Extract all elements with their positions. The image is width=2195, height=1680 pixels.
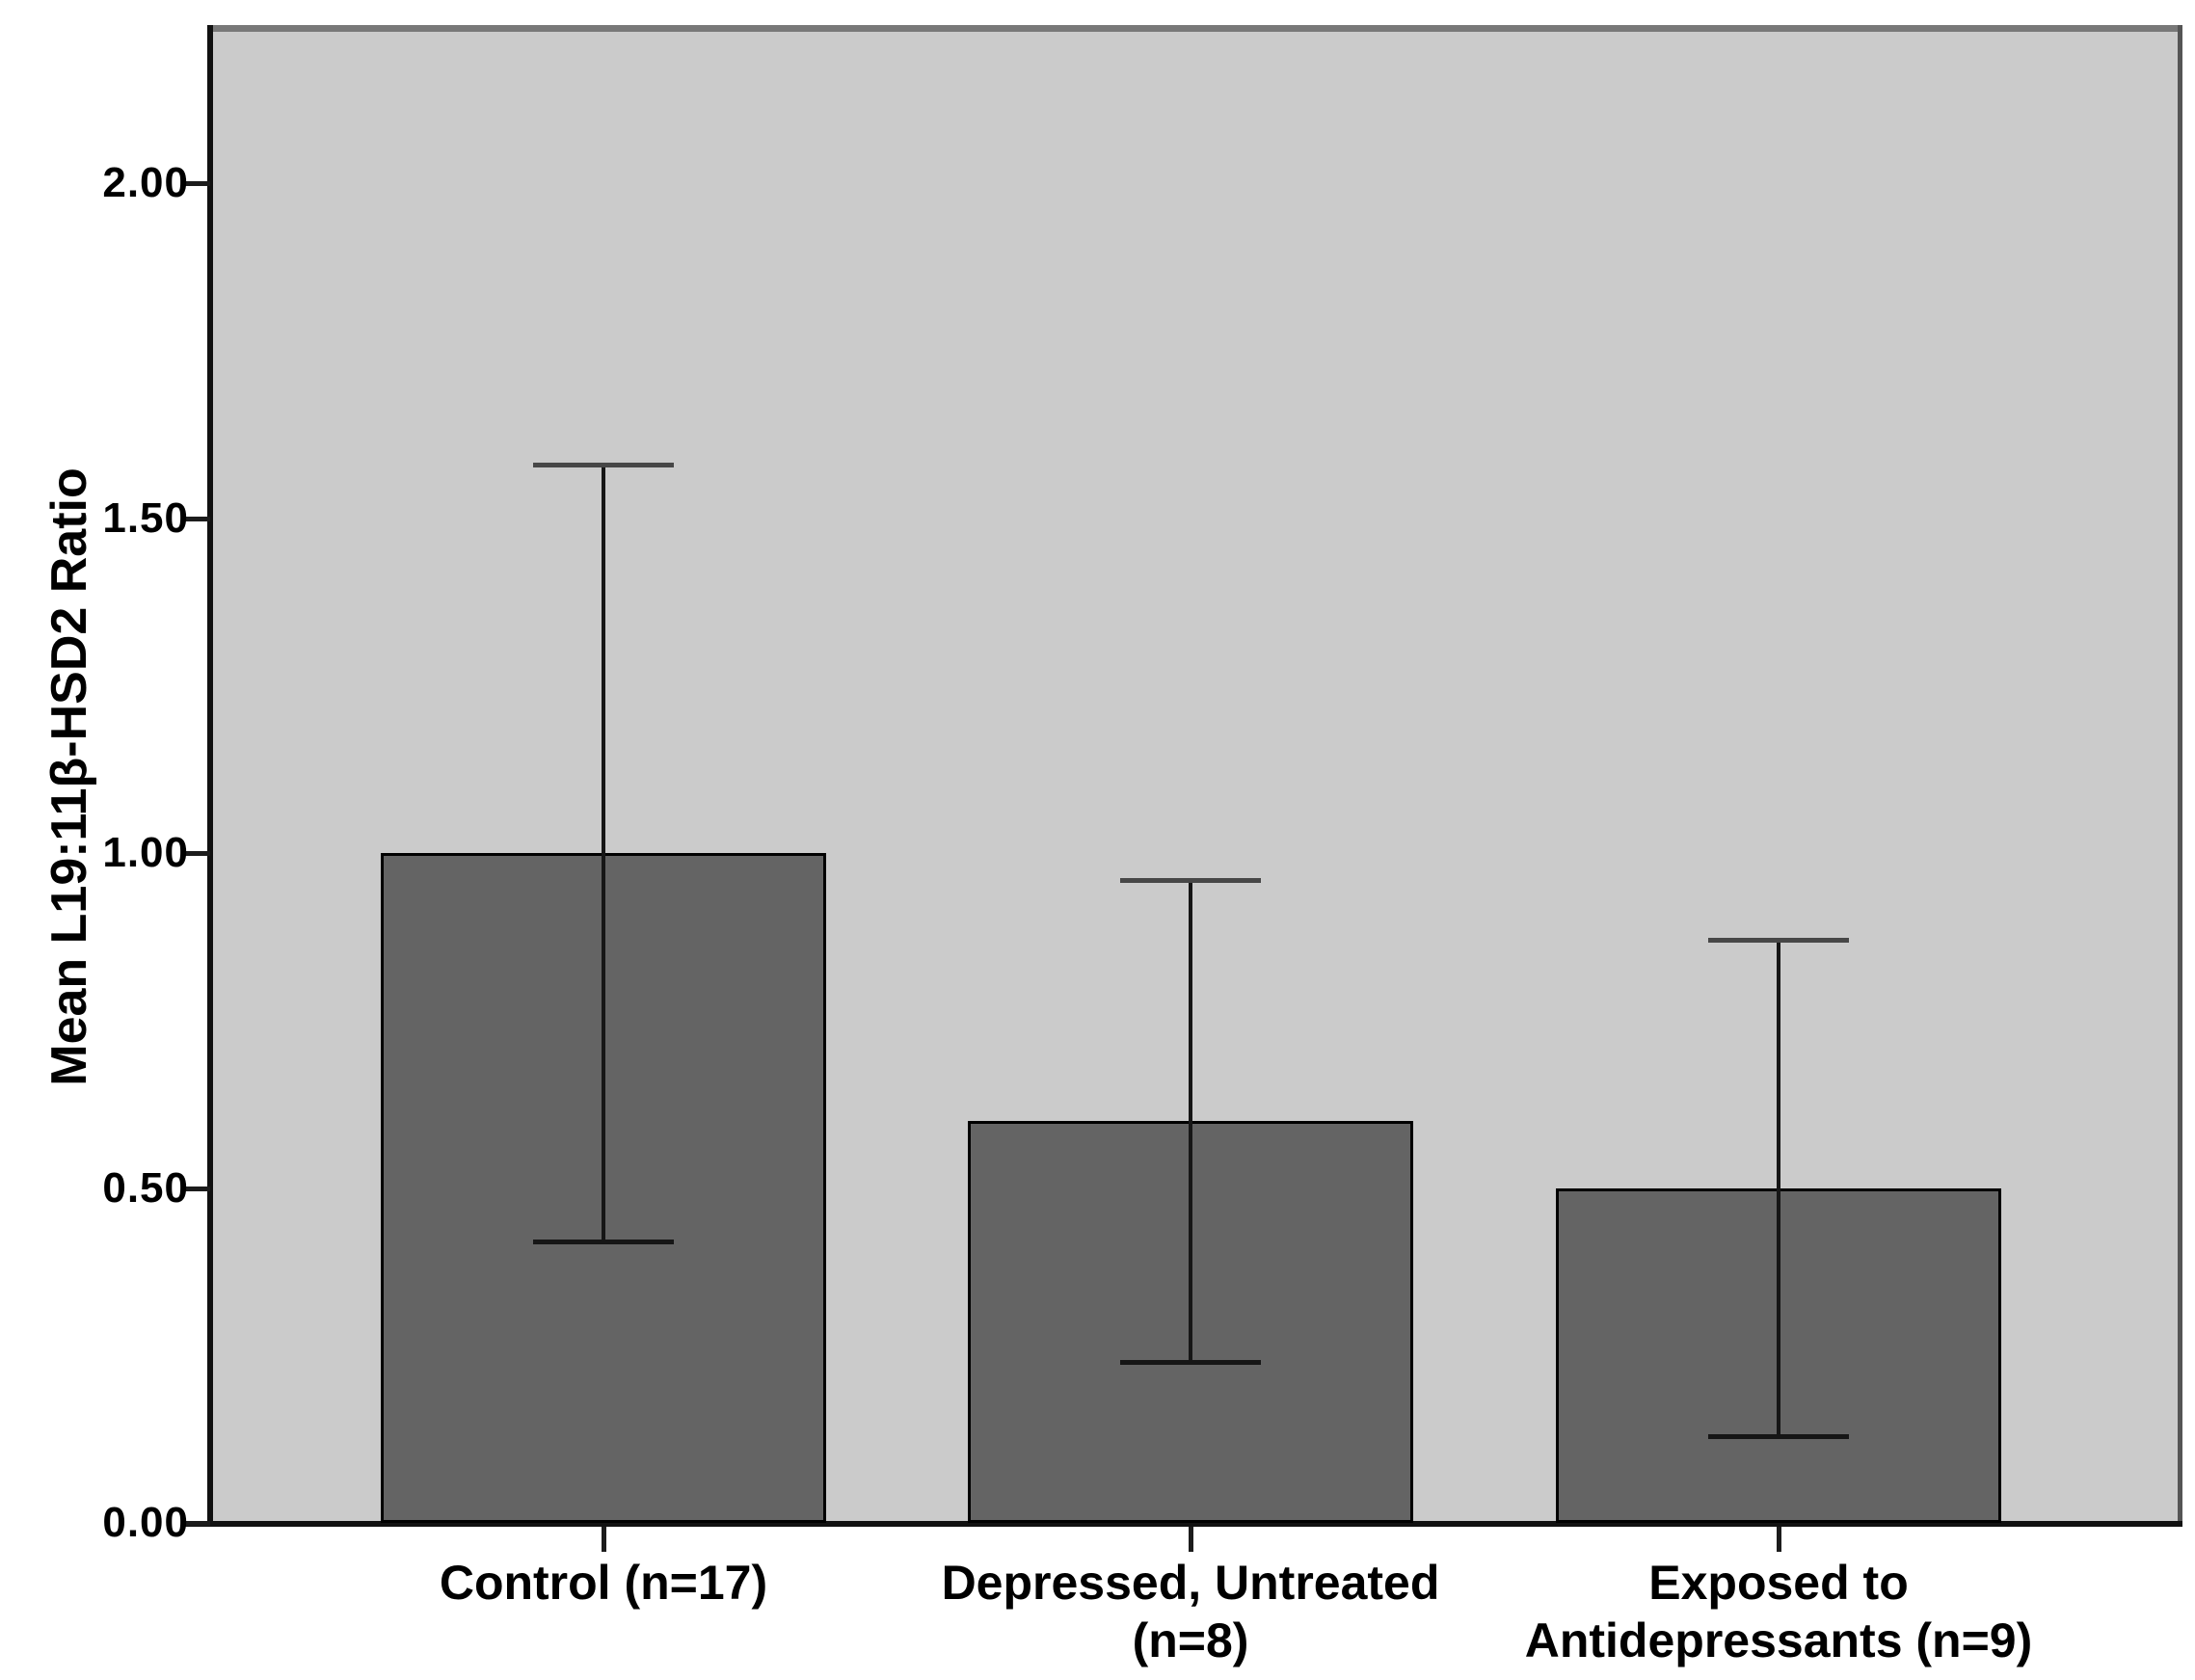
y-tick-label: 0.00 [102,1499,189,1546]
y-tick-label: 2.00 [102,159,189,206]
x-category-label: Exposed to Antidepressants (n=9) [1412,1554,2145,1669]
plot-right-border [2178,25,2182,1523]
error-bar-cap-top [1120,877,1261,883]
x-tick-mark [1777,1527,1781,1552]
error-bar-line [1777,940,1780,1436]
x-category-label-line: Exposed to [1648,1556,1909,1610]
y-tick-mark [185,1186,210,1191]
error-bar-cap-bottom [1708,1433,1849,1439]
y-tick-label: 1.50 [102,493,189,542]
x-tick-mark [1189,1527,1193,1552]
x-category-label-line: Antidepressants (n=9) [1524,1613,2033,1667]
y-tick-mark [185,516,210,521]
y-tick-mark [185,851,210,856]
error-bar-line [602,464,605,1242]
error-bar-line [1189,879,1192,1363]
x-category-label: Depressed, Untreated (n=8) [824,1554,1557,1669]
y-tick-label: 1.00 [102,829,189,876]
x-category-label-line: (n=8) [1132,1613,1249,1667]
y-axis-title: Mean L19:11β-HSD2 Ratio [41,467,97,1086]
x-tick-mark [602,1527,606,1552]
y-tick-mark [185,181,210,186]
error-bar-cap-bottom [533,1240,674,1245]
x-category-label-line: Control (n=17) [439,1556,768,1610]
y-tick-mark [185,1521,210,1526]
error-bar-cap-top [1708,938,1849,944]
y-tick-label: 0.50 [102,1163,189,1212]
x-category-label-line: Depressed, Untreated [941,1556,1440,1610]
x-axis-line [183,1521,2182,1527]
x-category-label: Control (n=17) [237,1554,970,1612]
error-bar-cap-bottom [1120,1360,1261,1366]
error-bar-cap-top [533,462,674,467]
plot-top-border [207,25,2182,32]
y-axis-line [207,25,213,1527]
